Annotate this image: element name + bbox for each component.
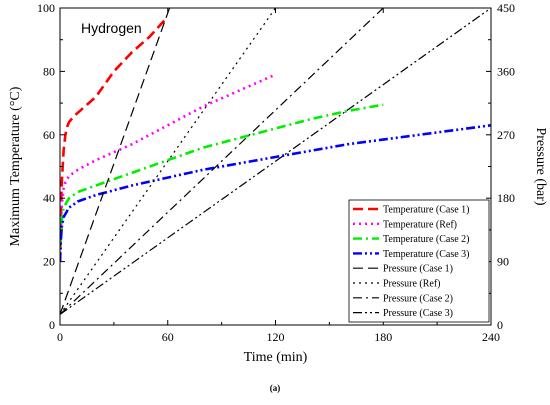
x-tick-label: 240 [482,330,500,344]
x-tick-label: 180 [374,330,392,344]
series-line-pressure-case-3 [60,8,491,315]
series-line-pressure-case-1 [60,8,171,315]
legend-label-pressure-case-1: Pressure (Case 1) [383,264,453,275]
y-right-tick-label: 90 [497,255,509,269]
legend-label-pressure-case-3: Pressure (Case 3) [383,308,453,319]
series-line-pressure-case-2 [60,8,384,315]
y-left-tick-label: 100 [37,1,55,15]
y-left-tick-label: 80 [43,64,55,78]
chart-annotation: Hydrogen [81,20,142,36]
figure-caption: (a) [270,383,281,393]
x-tick-label: 0 [57,330,63,344]
legend-label-pressure-ref: Pressure (Ref) [383,279,440,290]
y-axis-left-title: Maximum Temperature (°C) [8,86,23,246]
x-tick-label: 120 [267,330,285,344]
legend-label-temperature-case-3: Temperature (Case 3) [383,249,469,260]
y-right-tick-label: 360 [497,64,515,78]
series-layer [60,8,491,315]
legend-label-temperature-case-1: Temperature (Case 1) [383,205,469,216]
x-tick-label: 60 [162,330,174,344]
y-right-tick-label: 0 [497,318,503,332]
legend-box [348,199,490,323]
legend: Temperature (Case 1) Temperature (Ref) Tem… [348,199,490,323]
y-right-tick-label: 270 [497,128,515,142]
series-line-temperature-case-1 [60,19,166,262]
y-axis-right-title: Pressure (bar) [533,127,548,205]
series-line-pressure-ref [60,8,276,315]
x-axis-title: Time (min) [244,350,308,365]
y-left-tick-label: 40 [43,191,55,205]
series-line-temperature-ref [60,73,277,262]
series-line-temperature-case-2 [60,103,384,262]
legend-label-temperature-case-2: Temperature (Case 2) [383,234,469,245]
y-right-tick-label: 450 [497,1,515,15]
y-left-tick-label: 0 [49,318,55,332]
series-line-temperature-case-3 [60,124,491,262]
y-left-tick-label: 20 [43,255,55,269]
legend-label-temperature-ref: Temperature (Ref) [383,219,457,230]
legend-label-pressure-case-2: Pressure (Case 2) [383,293,453,304]
y-left-tick-label: 60 [43,128,55,142]
y-right-tick-label: 180 [497,191,515,205]
